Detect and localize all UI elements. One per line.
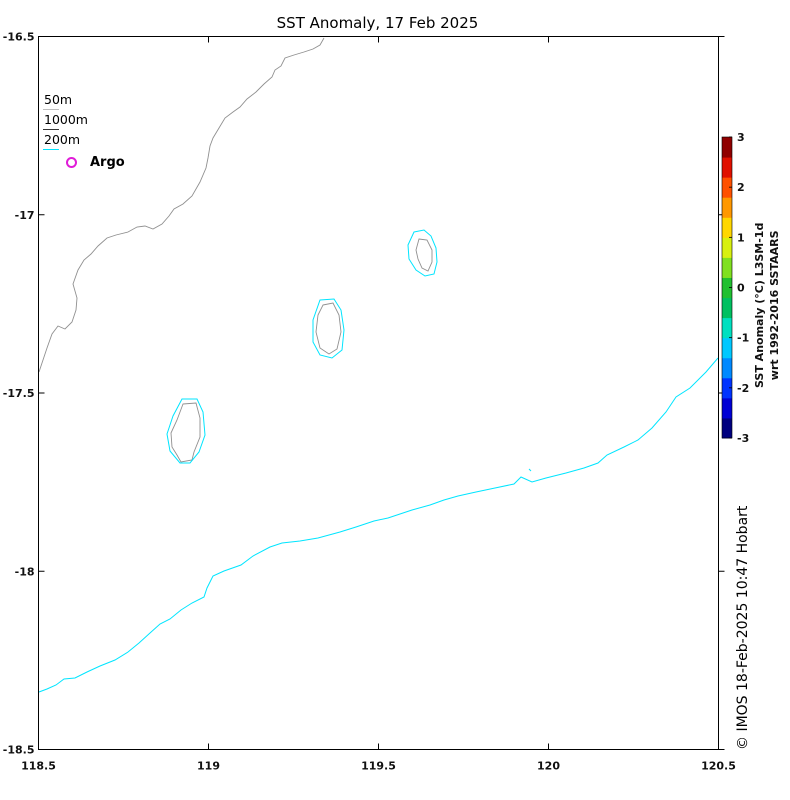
legend-label: 1000m bbox=[44, 112, 88, 127]
island-2-isobath bbox=[312, 298, 345, 359]
small-isobath-feature bbox=[528, 468, 532, 472]
colorbar-segment bbox=[722, 237, 732, 258]
lon-tick-label: 118.5 bbox=[21, 760, 56, 773]
island-1-coastline bbox=[415, 238, 433, 272]
colorbar-tick-label: -3 bbox=[737, 432, 749, 445]
island-3-coastline bbox=[170, 402, 201, 463]
colorbar-segment bbox=[722, 277, 732, 299]
colorbar-tick-label: 0 bbox=[737, 282, 745, 295]
mainland-coastline bbox=[38, 37, 325, 373]
colorbar-segment bbox=[722, 157, 732, 178]
colorbar-segment bbox=[722, 377, 732, 399]
colorbar-segment bbox=[722, 217, 732, 238]
shelf-isobath-200m bbox=[38, 357, 719, 693]
copyright-credit: © IMOS 18-Feb-2025 10:47 Hobart bbox=[735, 505, 751, 750]
map-frame bbox=[38, 36, 719, 750]
lon-tick-label: 119 bbox=[197, 760, 220, 773]
legend-label: 50m bbox=[44, 92, 73, 107]
lon-tick-label: 120.5 bbox=[701, 760, 736, 773]
colorbar-tick-label: 3 bbox=[737, 131, 745, 144]
lat-tick-label: -16.5 bbox=[3, 31, 35, 44]
colorbar-segment bbox=[722, 337, 732, 359]
lat-tick-label: -17 bbox=[15, 209, 35, 222]
colorbar-label-line2: wrt 1992-2016 SSTAARS bbox=[768, 230, 781, 381]
colorbar-segment bbox=[722, 197, 732, 218]
lon-tick-label: 119.5 bbox=[361, 760, 396, 773]
lat-tick-label: -18 bbox=[15, 565, 35, 578]
colorbar-label: SST Anomaly (°C) L3SM-1d wrt 1992-2016 S… bbox=[752, 223, 782, 388]
colorbar-tick-label: 2 bbox=[737, 181, 745, 194]
legend-line bbox=[43, 149, 59, 150]
lon-tick-label: 120 bbox=[537, 760, 560, 773]
colorbar-segment bbox=[722, 257, 732, 278]
colorbar-tick-label: -1 bbox=[737, 332, 749, 345]
colorbar-tick-label: 1 bbox=[737, 231, 745, 244]
colorbar-label-line1: SST Anomaly (°C) L3SM-1d bbox=[753, 222, 766, 388]
colorbar-segment bbox=[722, 137, 732, 158]
map-title: SST Anomaly, 17 Feb 2025 bbox=[276, 14, 479, 32]
colorbar-tick-label: -2 bbox=[737, 382, 749, 395]
colorbar: 3 2 1 0 -1 -2 -3 bbox=[721, 131, 749, 445]
argo-label: Argo bbox=[90, 155, 125, 170]
colorbar-segment bbox=[722, 317, 732, 339]
legend-line bbox=[43, 129, 59, 130]
colorbar-segment bbox=[722, 397, 732, 419]
colorbar-segment bbox=[722, 297, 732, 319]
lat-tick-label: -18.5 bbox=[3, 744, 35, 757]
argo-marker-icon bbox=[66, 157, 77, 168]
lat-tick-label: -17.5 bbox=[3, 387, 35, 400]
colorbar-segment bbox=[722, 357, 732, 379]
island-2-coastline bbox=[315, 302, 342, 355]
island-3-isobath bbox=[166, 398, 206, 464]
axis-ticks: 118.5 119 119.5 120 120.5 -16.5 -17 -17.5 -18 -18… bbox=[3, 31, 736, 773]
colorbar-segment bbox=[722, 417, 732, 439]
island-1-isobath bbox=[407, 229, 438, 277]
colorbar-segment bbox=[722, 177, 732, 198]
legend-label: 200m bbox=[44, 132, 81, 147]
legend-line bbox=[43, 109, 59, 110]
